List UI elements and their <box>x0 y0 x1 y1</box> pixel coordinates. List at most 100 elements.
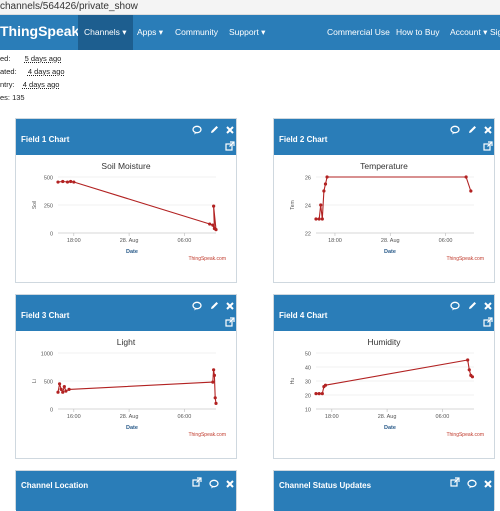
close-icon[interactable] <box>483 125 493 135</box>
external-link-icon[interactable] <box>483 141 493 151</box>
data-point <box>69 179 73 184</box>
panel-title: Field 3 Chart <box>21 311 70 320</box>
x-tick-label: 28. Aug <box>381 238 400 244</box>
close-icon[interactable] <box>225 301 235 311</box>
field3-chart: Light 0 500 1000 16:00 28. Aug 06:00 Date Li Thin… <box>16 331 236 441</box>
data-point <box>323 383 328 387</box>
y-tick-label: 250 <box>44 204 53 210</box>
close-icon[interactable] <box>483 479 493 489</box>
external-link-icon[interactable] <box>483 317 493 327</box>
channel-location-panel: Channel Location <box>15 470 237 511</box>
comment-icon[interactable] <box>192 125 202 135</box>
panel-title: Field 4 Chart <box>279 311 328 320</box>
data-point <box>320 392 324 396</box>
x-axis-label: Date <box>126 249 138 255</box>
nav-community[interactable]: Community <box>175 27 218 37</box>
data-point <box>314 217 318 221</box>
data-point <box>319 203 323 207</box>
nav-sign-out[interactable]: Sig <box>490 27 500 37</box>
data-point <box>317 392 321 396</box>
data-point <box>470 375 475 379</box>
data-point <box>211 380 215 384</box>
pencil-icon[interactable] <box>467 301 477 311</box>
pencil-icon[interactable] <box>209 125 219 135</box>
comment-icon[interactable] <box>467 479 477 489</box>
x-axis-label: Date <box>384 249 396 255</box>
field3-chart-panel: Field 3 Chart Light 0 500 1000 16:00 28. Aug 0… <box>15 294 237 459</box>
data-point <box>64 389 68 393</box>
nav-how-to-buy[interactable]: How to Buy <box>396 27 440 37</box>
x-tick-label: 18:00 <box>67 238 81 244</box>
data-point <box>72 180 76 184</box>
field2-chart: Temperature 22 24 26 18:00 28. Aug 06:00 Date Te… <box>274 155 494 265</box>
y-tick-label: 22 <box>305 232 311 238</box>
data-point <box>214 401 218 405</box>
address-bar[interactable]: channels/564426/private_show <box>0 0 500 15</box>
chart-title: Temperature <box>360 161 408 171</box>
y-tick-label: 500 <box>44 176 53 182</box>
series-line <box>316 359 473 395</box>
panel-header: Field 2 Chart <box>274 119 494 155</box>
soil-moisture-chart-svg: Soil Moisture 0 250 500 18:00 28. Aug 06:00 Dat… <box>32 161 226 262</box>
comment-icon[interactable] <box>450 301 460 311</box>
data-point <box>314 392 318 396</box>
comment-icon[interactable] <box>450 125 460 135</box>
nav-support[interactable]: Support ▾ <box>229 27 266 37</box>
y-tick-label: 20 <box>305 394 311 400</box>
external-link-icon[interactable] <box>225 317 235 327</box>
external-link-icon[interactable] <box>225 141 235 151</box>
data-point <box>61 179 65 184</box>
x-axis-label: Date <box>126 425 138 431</box>
x-tick-label: 06:00 <box>436 414 450 420</box>
nav-commercial-use[interactable]: Commercial Use <box>327 27 390 37</box>
chart-title: Soil Moisture <box>101 161 150 171</box>
chart-title: Humidity <box>367 337 401 347</box>
y-tick-label: 0 <box>50 408 53 414</box>
data-point <box>320 217 324 221</box>
comment-icon[interactable] <box>209 479 219 489</box>
series-line <box>57 369 217 404</box>
x-tick-label: 06:00 <box>178 238 192 244</box>
info-created: ed: 5 days ago <box>0 54 62 63</box>
data-point <box>62 385 66 389</box>
pencil-icon[interactable] <box>209 301 219 311</box>
light-chart-svg: Light 0 500 1000 16:00 28. Aug 06:00 Date Li Thin… <box>32 337 226 438</box>
panel-title: Field 1 Chart <box>21 135 70 144</box>
data-point <box>56 180 60 184</box>
panel-header: Field 3 Chart <box>16 295 236 331</box>
y-axis-label: Soil <box>32 201 38 209</box>
data-point <box>322 189 326 193</box>
close-icon[interactable] <box>483 301 493 311</box>
channel-info: ed: 5 days ago ated: 4 days ago ntry: 4 … <box>0 52 65 104</box>
nav-channels[interactable]: Channels ▾ <box>78 15 133 50</box>
data-point <box>61 390 65 394</box>
pencil-icon[interactable] <box>467 125 477 135</box>
external-link-icon[interactable] <box>450 477 460 487</box>
close-icon[interactable] <box>225 479 235 489</box>
x-tick-label: 28. Aug <box>378 414 397 420</box>
field2-chart-panel: Field 2 Chart Temperature 22 24 26 18:00 28. … <box>273 118 495 283</box>
data-point <box>208 222 212 226</box>
chart-credit: ThingSpeak.com <box>446 256 484 262</box>
comment-icon[interactable] <box>192 301 202 311</box>
chart-credit: ThingSpeak.com <box>446 432 484 438</box>
data-point <box>65 180 70 184</box>
brand-logo[interactable]: ThingSpeak™ <box>0 23 94 39</box>
y-tick-label: 40 <box>305 366 311 372</box>
x-tick-label: 16:00 <box>67 414 81 420</box>
data-point <box>67 387 71 391</box>
nav-account[interactable]: Account ▾ <box>450 27 488 37</box>
close-icon[interactable] <box>225 125 235 135</box>
y-tick-label: 0 <box>50 232 53 238</box>
external-link-icon[interactable] <box>192 477 202 487</box>
x-tick-label: 28. Aug <box>120 238 139 244</box>
chart-title: Light <box>117 337 136 347</box>
data-point <box>57 382 62 386</box>
data-point <box>212 373 217 377</box>
url-text: channels/564426/private_show <box>0 1 138 12</box>
panel-title: Channel Status Updates <box>279 481 372 490</box>
chart-credit: ThingSpeak.com <box>188 432 226 438</box>
data-point <box>469 189 473 193</box>
x-tick-label: 18:00 <box>328 238 342 244</box>
nav-apps[interactable]: Apps ▾ <box>137 27 164 37</box>
